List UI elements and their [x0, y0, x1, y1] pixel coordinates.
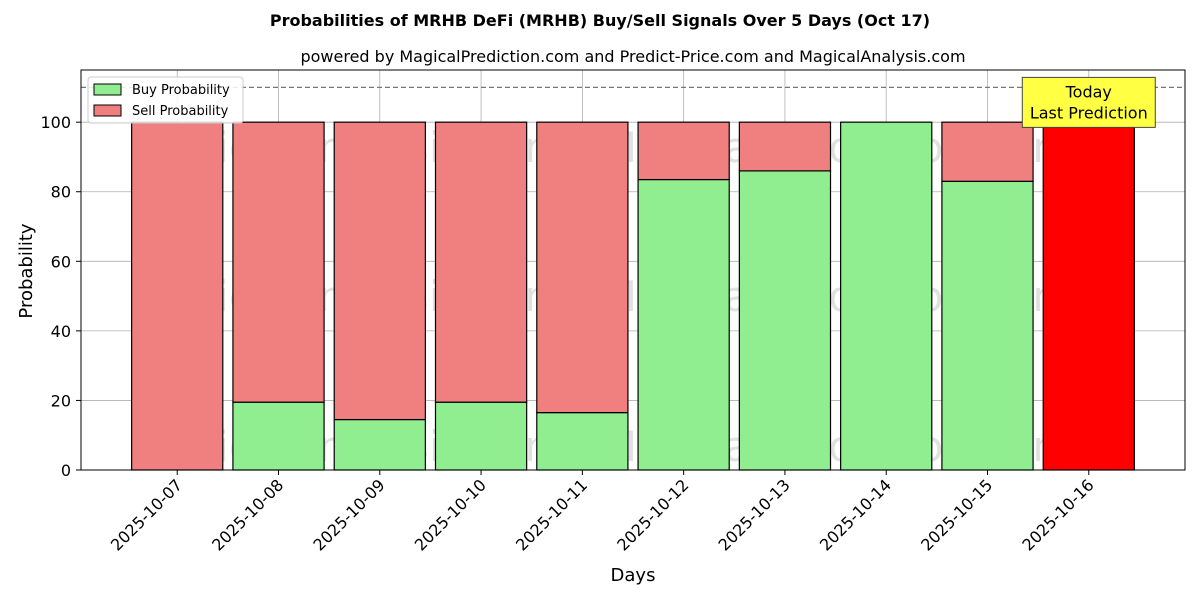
x-tick-label: 2025-10-15 — [917, 475, 996, 554]
buy-bar — [840, 121, 933, 471]
sell-bar — [131, 121, 224, 471]
y-tick-label: 20 — [51, 391, 71, 410]
legend-swatch — [93, 83, 122, 96]
plot-area: MagicalAnalysis.comMagicalPrediction.com… — [40, 69, 1186, 555]
x-tick-label: 2025-10-12 — [613, 475, 692, 554]
buy-bar — [232, 401, 325, 471]
buy-bar — [637, 178, 730, 471]
y-tick-label: 100 — [40, 113, 71, 132]
buy-bar — [434, 401, 528, 471]
y-tick-label: 0 — [61, 461, 71, 480]
sell-bar — [1042, 121, 1135, 471]
legend-label: Buy Probability — [132, 83, 230, 98]
y-tick-label: 40 — [51, 322, 71, 341]
legend-label: Sell Probability — [132, 104, 229, 119]
buy-bar — [941, 180, 1034, 471]
sell-bar — [637, 121, 730, 181]
sell-bar — [232, 121, 325, 403]
chart-title: Probabilities of MRHB DeFi (MRHB) Buy/Se… — [270, 11, 930, 30]
x-tick-label: 2025-10-16 — [1018, 475, 1097, 554]
buy-bar — [333, 418, 426, 471]
plot-frame — [80, 69, 1186, 471]
legend-box — [87, 76, 244, 124]
sell-bar — [333, 121, 426, 421]
x-tick-label: 2025-10-09 — [309, 475, 388, 554]
sell-bar — [434, 121, 528, 403]
buy-bar — [536, 412, 629, 471]
x-tick-label: 2025-10-08 — [208, 475, 287, 554]
sell-bar — [536, 121, 629, 414]
annotation-text: Today — [1065, 82, 1112, 101]
x-tick-label: 2025-10-13 — [715, 475, 794, 554]
x-tick-label: 2025-10-14 — [816, 475, 895, 554]
x-tick-label: 2025-10-07 — [107, 475, 186, 554]
buy-bar — [738, 170, 832, 471]
x-tick-label: 2025-10-10 — [411, 475, 490, 554]
y-tick-label: 60 — [51, 252, 71, 271]
sell-bar — [738, 121, 832, 172]
annotation-text: Last Prediction — [1030, 103, 1148, 122]
y-tick-label: 80 — [51, 183, 71, 202]
x-axis-label: Days — [611, 565, 656, 586]
sell-bar — [941, 121, 1034, 182]
y-axis-label: Probability — [16, 223, 37, 318]
x-tick-label: 2025-10-11 — [512, 475, 591, 554]
legend-swatch — [93, 104, 122, 117]
chart-subtitle: powered by MagicalPrediction.com and Pre… — [300, 47, 965, 66]
annotation-box — [1021, 76, 1156, 128]
